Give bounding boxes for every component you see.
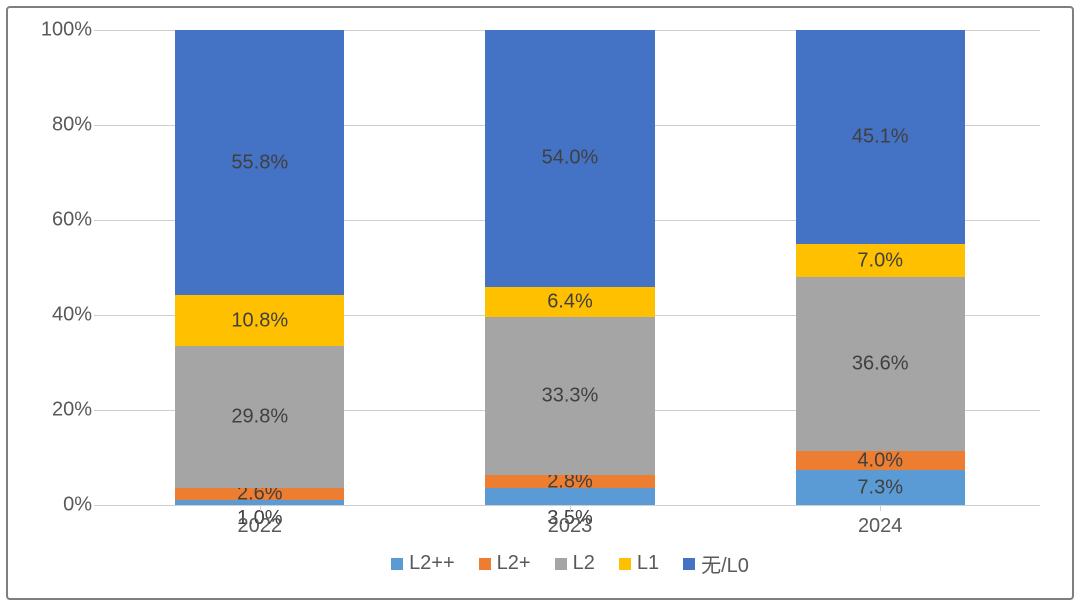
y-tick-mark bbox=[94, 30, 100, 31]
legend-label: 无/L0 bbox=[701, 549, 749, 578]
bar-value-label: 6.4% bbox=[547, 290, 593, 313]
x-axis-tick-label: 2024 bbox=[858, 515, 903, 538]
y-tick-mark bbox=[94, 505, 100, 506]
bar-value-label: 33.3% bbox=[542, 384, 599, 407]
legend-label: L1 bbox=[637, 552, 659, 575]
y-tick-mark bbox=[94, 410, 100, 411]
bar-value-label: 36.6% bbox=[852, 353, 909, 376]
legend-swatch bbox=[391, 558, 403, 570]
bar-value-label: 55.8% bbox=[231, 151, 288, 174]
bar-segment: 10.8% bbox=[175, 295, 344, 346]
bar-value-label: 4.0% bbox=[857, 449, 903, 472]
bar-segment: 2.6% bbox=[175, 488, 344, 500]
legend-item: L2 bbox=[555, 552, 595, 575]
bar-segment: 6.4% bbox=[485, 287, 654, 317]
bar-segment: 4.0% bbox=[796, 451, 965, 470]
legend-swatch bbox=[479, 558, 491, 570]
bar-value-label: 7.0% bbox=[857, 249, 903, 272]
bar-group: 3.5%2.8% 33.3% 6.4% 54.0% bbox=[485, 30, 654, 505]
bar-segment: 54.0% bbox=[485, 30, 654, 287]
y-axis-tick-label: 100% bbox=[41, 19, 92, 42]
bar-value-label: 45.1% bbox=[852, 126, 909, 149]
x-axis-tick-label: 2022 bbox=[238, 515, 283, 538]
legend-swatch bbox=[619, 558, 631, 570]
bar-segment: 29.8% bbox=[175, 346, 344, 488]
y-tick-mark bbox=[94, 220, 100, 221]
bar-value-label: 10.8% bbox=[231, 309, 288, 332]
bar-value-label: 54.0% bbox=[542, 147, 599, 170]
bar-segment: 36.6% bbox=[796, 277, 965, 451]
bar-value-label: 29.8% bbox=[231, 406, 288, 429]
x-axis-tick-label: 2023 bbox=[548, 515, 593, 538]
legend: L2++ L2+ L2 L1 无/L0 bbox=[100, 549, 1040, 578]
bar-value-label: 7.3% bbox=[857, 476, 903, 499]
legend-label: L2 bbox=[573, 552, 595, 575]
bar-segment: 2.8% bbox=[485, 475, 654, 488]
bar-segment: 33.3% bbox=[485, 317, 654, 475]
bar-segment: 45.1% bbox=[796, 30, 965, 244]
bar-group: 1.0%2.6%29.8%10.8%55.8% bbox=[175, 30, 344, 505]
y-axis-tick-label: 40% bbox=[52, 304, 92, 327]
x-tick-mark bbox=[570, 505, 571, 511]
y-axis-tick-label: 20% bbox=[52, 399, 92, 422]
legend-swatch bbox=[555, 558, 567, 570]
bar-segment: 7.3% bbox=[796, 470, 965, 505]
bar-segment: 7.0% bbox=[796, 244, 965, 277]
y-tick-mark bbox=[94, 125, 100, 126]
bar-group: 7.3% 4.0% 36.6% 7.0% 45.1% bbox=[796, 30, 965, 505]
plot-area: 0%20%40%60%80%100%1.0%2.6%29.8%10.8%55.8… bbox=[100, 30, 1040, 506]
bar-segment: 55.8% bbox=[175, 30, 344, 295]
x-tick-mark bbox=[880, 505, 881, 511]
y-axis-tick-label: 0% bbox=[63, 494, 92, 517]
y-tick-mark bbox=[94, 315, 100, 316]
chart-frame: 0%20%40%60%80%100%1.0%2.6%29.8%10.8%55.8… bbox=[20, 20, 1060, 586]
y-axis-tick-label: 80% bbox=[52, 114, 92, 137]
legend-label: L2+ bbox=[497, 552, 531, 575]
bar-segment: 3.5% bbox=[485, 488, 654, 505]
legend-item: L2+ bbox=[479, 552, 531, 575]
legend-item: 无/L0 bbox=[683, 549, 749, 578]
legend-swatch bbox=[683, 558, 695, 570]
y-axis-tick-label: 60% bbox=[52, 209, 92, 232]
legend-item: L1 bbox=[619, 552, 659, 575]
legend-label: L2++ bbox=[409, 552, 455, 575]
chart-outer-frame: 0%20%40%60%80%100%1.0%2.6%29.8%10.8%55.8… bbox=[6, 6, 1074, 600]
legend-item: L2++ bbox=[391, 552, 455, 575]
x-tick-mark bbox=[260, 505, 261, 511]
